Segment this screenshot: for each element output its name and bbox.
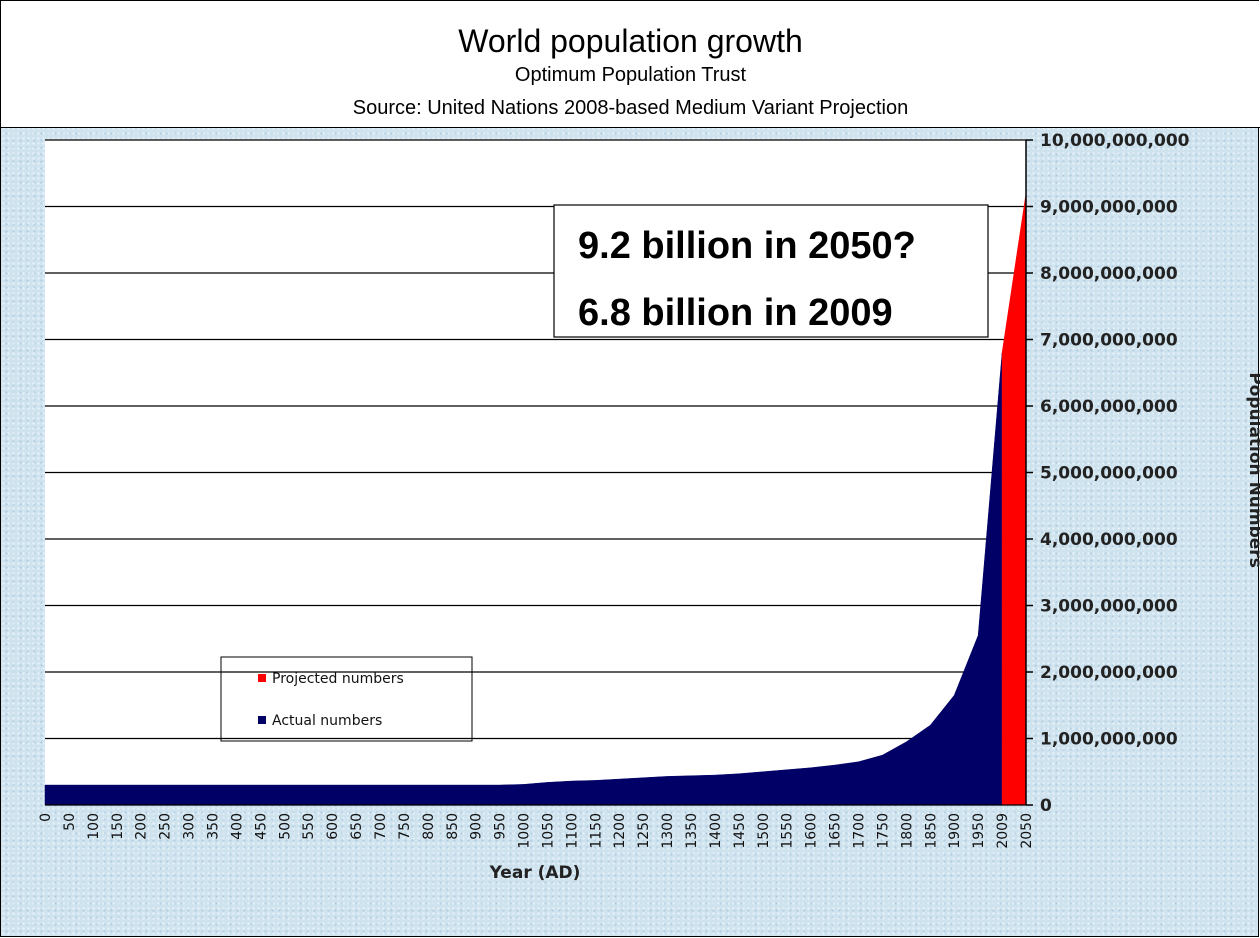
x-tick-label: 750 (397, 813, 413, 840)
x-tick-label: 350 (205, 813, 221, 840)
legend-swatch-actual (258, 716, 266, 724)
x-tick-label: 1650 (828, 813, 844, 849)
x-tick-label: 400 (229, 813, 245, 840)
x-tick-label: 100 (86, 813, 102, 840)
x-tick-label: 1550 (780, 813, 796, 849)
x-tick-label: 600 (325, 813, 341, 840)
y-axis-title: Population Numbers (1245, 372, 1260, 568)
chart-header: World population growth Optimum Populati… (1, 1, 1260, 128)
x-tick-label: 1600 (804, 813, 820, 849)
y-tick-label: 1,000,000,000 (1040, 730, 1178, 750)
x-tick-label: 1000 (517, 813, 533, 849)
chart-subtitle: Optimum Population Trust (514, 64, 747, 86)
legend-label-projected: Projected numbers (272, 671, 404, 687)
x-tick-label: 1500 (756, 813, 772, 849)
y-tick-label: 2,000,000,000 (1040, 663, 1178, 683)
x-tick-label: 900 (469, 813, 485, 840)
chart-title: World population growth (458, 23, 803, 59)
x-tick-label: 150 (110, 813, 126, 840)
x-tick-label: 1300 (660, 813, 676, 849)
x-tick-label: 1200 (612, 813, 628, 849)
x-tick-label: 1950 (971, 813, 987, 849)
y-tick-label: 8,000,000,000 (1040, 264, 1178, 284)
annotation-2009: 6.8 billion in 2009 (578, 292, 893, 334)
x-tick-label: 700 (373, 813, 389, 840)
x-tick-label: 1350 (684, 813, 700, 849)
x-tick-label: 1450 (732, 813, 748, 849)
x-tick-label: 1050 (540, 813, 556, 849)
legend-label-actual: Actual numbers (272, 713, 382, 729)
x-tick-label: 650 (349, 813, 365, 840)
x-tick-label: 1700 (852, 813, 868, 849)
y-tick-label: 0 (1040, 796, 1052, 816)
x-tick-label: 800 (421, 813, 437, 840)
x-tick-label: 1800 (899, 813, 915, 849)
y-tick-label: 3,000,000,000 (1040, 597, 1178, 617)
x-tick-label: 300 (182, 813, 198, 840)
y-tick-label: 4,000,000,000 (1040, 530, 1178, 550)
x-tick-label: 2009 (995, 813, 1011, 849)
x-tick-label: 1850 (923, 813, 939, 849)
x-tick-label: 1900 (947, 813, 963, 849)
x-tick-label: 1150 (588, 813, 604, 849)
x-tick-label: 450 (253, 813, 269, 840)
x-tick-label: 200 (134, 813, 150, 840)
x-axis-title: Year (AD) (489, 863, 581, 883)
x-tick-label: 950 (493, 813, 509, 840)
x-tick-label: 1750 (875, 813, 891, 849)
y-tick-label: 10,000,000,000 (1040, 131, 1190, 151)
x-tick-label: 550 (301, 813, 317, 840)
area-actual-numbers (44, 352, 1003, 806)
x-tick-label: 1250 (636, 813, 652, 849)
legend-swatch-projected (258, 674, 266, 682)
chart-source: Source: United Nations 2008-based Medium… (352, 97, 909, 119)
y-tick-label: 5,000,000,000 (1040, 464, 1178, 484)
legend: Projected numbers Actual numbers (220, 656, 473, 742)
y-tick-label: 6,000,000,000 (1040, 397, 1178, 417)
annotation-box: 9.2 billion in 2050? 6.8 billion in 2009 (553, 204, 989, 338)
y-tick-label: 7,000,000,000 (1040, 331, 1178, 351)
x-tick-label: 250 (158, 813, 174, 840)
x-tick-label: 0 (38, 813, 54, 822)
x-tick-label: 850 (445, 813, 461, 840)
y-tick-label: 9,000,000,000 (1040, 198, 1178, 218)
y-axis: 0 1,000,000,000 2,000,000,000 3,000,000,000… (1025, 131, 1190, 816)
x-tick-label: 50 (62, 813, 78, 831)
x-tick-label: 1100 (564, 813, 580, 849)
annotation-2050: 9.2 billion in 2050? (578, 225, 916, 267)
x-tick-label: 1400 (708, 813, 724, 849)
x-tick-label: 500 (277, 813, 293, 840)
x-axis: 0 50 100 150 200 250 300 350 400 450 500 550 600 650 7… (38, 804, 1035, 849)
x-tick-label: 2050 (1019, 813, 1035, 849)
